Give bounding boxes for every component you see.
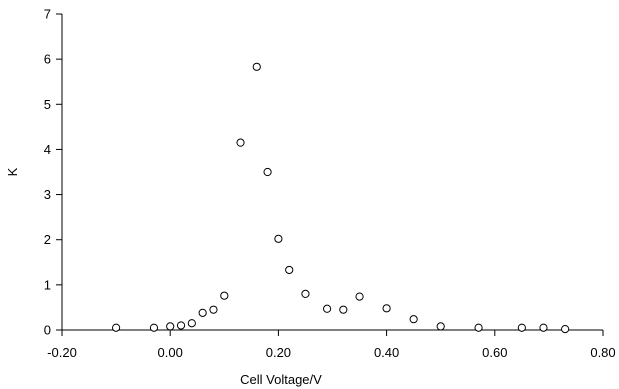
axes	[61, 14, 603, 331]
y-tick-label: 7	[44, 7, 51, 22]
x-tick-label: 0.80	[590, 345, 615, 360]
data-point	[198, 308, 207, 317]
x-tick-label: 0.40	[374, 345, 399, 360]
y-ticks: 0 1 2 3 4 5 6 7	[44, 7, 62, 338]
data-point	[436, 322, 445, 331]
data-point	[149, 323, 159, 332]
data-point	[517, 323, 526, 332]
y-axis-title: K	[5, 167, 20, 176]
y-tick-label: 4	[44, 142, 51, 157]
data-point	[176, 321, 186, 330]
data-point	[220, 291, 229, 300]
data-point	[339, 305, 348, 314]
data-point	[539, 323, 548, 332]
data-point	[301, 289, 310, 298]
data-point	[382, 304, 391, 313]
data-point	[236, 138, 245, 147]
data-point	[322, 304, 332, 313]
x-tick-label: 0.60	[482, 345, 507, 360]
data-point	[187, 319, 196, 328]
data-point	[209, 305, 218, 314]
data-point	[263, 167, 272, 177]
data-point	[409, 315, 418, 324]
y-tick-label: 6	[44, 52, 51, 67]
x-tick-label: 0.20	[266, 345, 291, 360]
data-points	[112, 62, 570, 334]
y-tick-label: 3	[44, 187, 51, 202]
x-tick-label: -0.20	[47, 345, 77, 360]
x-ticks: -0.20 0.00 0.20 0.40 0.60 0.80	[47, 330, 616, 360]
y-tick-label: 1	[44, 277, 51, 292]
data-point	[474, 323, 483, 332]
data-point	[274, 234, 283, 243]
y-tick-label: 0	[44, 323, 51, 338]
data-point	[355, 292, 364, 301]
data-point	[112, 323, 121, 332]
x-tick-label: 0.00	[158, 345, 183, 360]
data-point	[561, 324, 570, 334]
y-tick-label: 5	[44, 97, 51, 112]
x-axis-title: Cell Voltage/V	[240, 372, 322, 387]
y-tick-label: 2	[44, 232, 51, 247]
data-point	[252, 62, 261, 71]
data-point	[166, 322, 175, 331]
data-point	[285, 265, 294, 275]
